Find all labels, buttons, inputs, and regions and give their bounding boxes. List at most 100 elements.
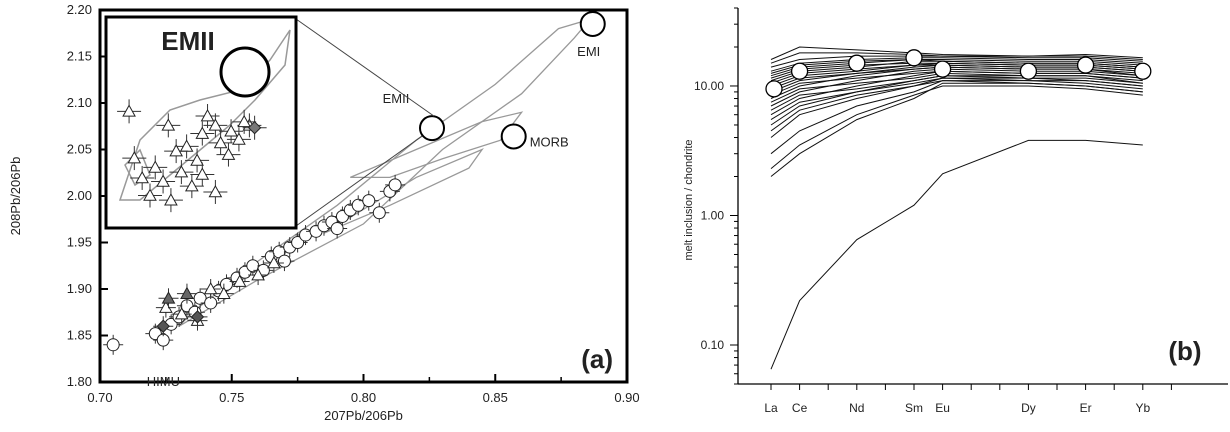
y-tick-label: 2.00 — [67, 188, 92, 203]
y-tick-label: 1.85 — [67, 328, 92, 343]
data-point — [203, 281, 218, 295]
series-line — [770, 75, 1143, 111]
reference-point — [765, 80, 783, 98]
data-point — [372, 206, 386, 220]
x-tick-label: Dy — [1021, 401, 1036, 415]
series-line — [770, 62, 1143, 79]
data-point — [251, 268, 265, 281]
data-point — [161, 291, 176, 304]
panel-label: (b) — [1168, 336, 1201, 366]
x-tick-label: La — [764, 401, 778, 415]
x-tick-label: 0.90 — [614, 390, 639, 405]
series-line — [770, 80, 1143, 132]
data-point — [362, 194, 376, 208]
series-line — [770, 72, 1143, 103]
data-point — [388, 178, 402, 192]
reference-point — [790, 62, 809, 80]
series-line — [770, 52, 1143, 64]
reference-point — [933, 60, 952, 78]
data-point — [169, 144, 184, 157]
inset-connector — [295, 135, 423, 227]
data-point — [208, 118, 223, 131]
y-tick-label: 10.00 — [694, 79, 724, 93]
inset-field — [118, 29, 291, 201]
reference-point — [848, 54, 866, 72]
reference-point — [1076, 56, 1095, 74]
data-point — [247, 120, 262, 135]
data-point — [219, 277, 233, 291]
x-tick-label: 0.80 — [351, 390, 376, 405]
y-tick-label: 2.20 — [67, 2, 92, 17]
series-line — [770, 80, 1143, 155]
data-point — [277, 254, 291, 268]
series-line — [770, 55, 1143, 68]
reference-point — [1134, 62, 1152, 80]
data-point — [208, 184, 223, 198]
series-line — [770, 77, 1143, 138]
data-point — [221, 147, 236, 160]
x-tick-label: Nd — [849, 401, 864, 415]
endmember-label: EMI — [577, 44, 600, 59]
inset-connector — [295, 18, 435, 117]
x-tick-label: 0.70 — [87, 390, 112, 405]
data-point — [174, 307, 189, 320]
data-point — [200, 108, 215, 122]
chart-a: 0.70 0.75 0.80 0.85 0.90 1.80 1.85 1.90 1.95 2.00… — [8, 2, 640, 423]
data-point — [184, 179, 199, 192]
series-line — [770, 66, 1143, 90]
data-point — [174, 165, 189, 178]
data-point — [232, 132, 246, 145]
data-point — [237, 114, 252, 128]
series-line — [770, 46, 1143, 60]
data-point — [127, 151, 142, 164]
endmember-circle — [500, 123, 527, 150]
inset-endmember-circle — [219, 46, 271, 98]
y-axis-label: 208Pb/206Pb — [8, 157, 23, 236]
x-tick-label: 0.75 — [219, 390, 244, 405]
x-tick-label: Yb — [1135, 401, 1150, 415]
panel-label: (a) — [581, 344, 613, 374]
data-point — [143, 188, 157, 201]
inset-title: EMII — [161, 26, 214, 56]
x-tick-label: Sm — [905, 401, 923, 415]
series-line — [770, 70, 1143, 96]
endmember-label: HIMU — [147, 374, 180, 389]
y-tick-label: 1.90 — [67, 281, 92, 296]
data-point — [232, 274, 247, 287]
data-point — [161, 118, 176, 131]
data-point — [216, 286, 231, 299]
y-tick-label: 1.80 — [67, 374, 92, 389]
y-tick-label: 2.10 — [67, 95, 92, 110]
inset-panel: EMII — [104, 15, 298, 230]
x-tick-label: Er — [1080, 401, 1092, 415]
x-tick-label: Eu — [935, 401, 950, 415]
endmember-label: MORB — [530, 134, 569, 149]
endmember-circle — [579, 10, 606, 37]
series-line — [770, 57, 1143, 72]
data-point — [156, 319, 170, 333]
data-point — [190, 153, 204, 166]
x-tick-label: 0.85 — [483, 390, 508, 405]
series-line — [770, 58, 1143, 74]
data-point — [106, 338, 120, 352]
data-point — [164, 193, 178, 206]
y-tick-label: 1.00 — [701, 208, 725, 222]
series-line — [770, 64, 1143, 84]
series-line — [770, 59, 1143, 77]
data-point — [195, 126, 210, 139]
data-point — [213, 135, 228, 149]
series-line — [770, 77, 1143, 121]
endmember-circle — [419, 115, 446, 142]
reference-point — [905, 49, 923, 67]
series-line — [770, 68, 1143, 107]
x-tick-label: Ce — [792, 401, 808, 415]
data-point — [190, 310, 205, 324]
y-tick-label: 1.95 — [67, 235, 92, 250]
x-axis-label: 207Pb/206Pb — [324, 408, 403, 423]
data-point — [156, 174, 170, 187]
data-point — [135, 170, 150, 184]
data-point — [122, 104, 136, 117]
y-axis-label: melt inclusion / chondrite — [683, 139, 695, 260]
chart-b: 0.10 1.00 10.00 melt inclusion / chondrite L… — [683, 7, 1228, 415]
y-tick-label: 0.10 — [701, 338, 725, 352]
